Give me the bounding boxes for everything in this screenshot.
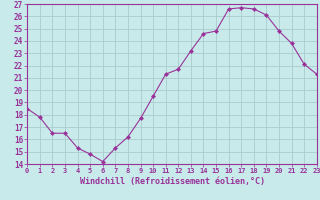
X-axis label: Windchill (Refroidissement éolien,°C): Windchill (Refroidissement éolien,°C) — [79, 177, 265, 186]
